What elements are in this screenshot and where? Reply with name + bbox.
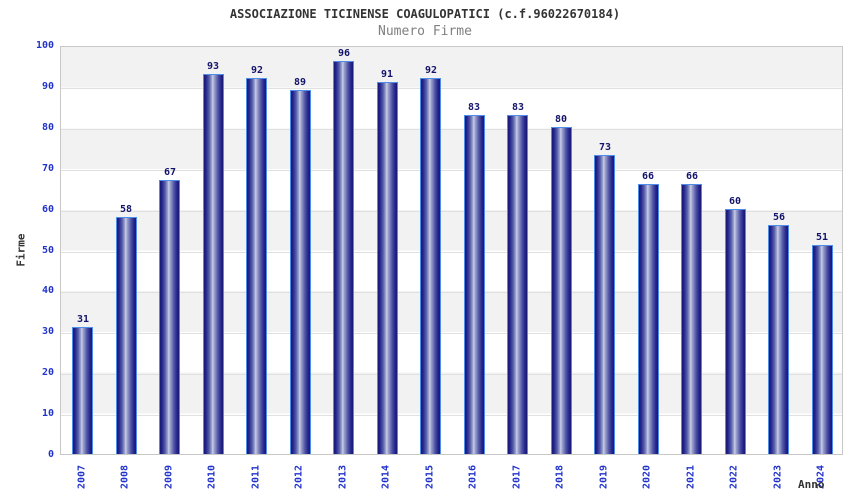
bar-value-label: 96 [337, 48, 351, 59]
x-tick-label: 2016 [467, 464, 479, 490]
x-tick-label: 2014 [380, 464, 392, 490]
gridline [61, 169, 842, 171]
chart-title: ASSOCIAZIONE TICINENSE COAGULOPATICI (c.… [229, 7, 621, 21]
bar-value-label: 80 [554, 114, 568, 125]
y-tick-label: 0 [47, 449, 54, 460]
gridline [61, 333, 842, 335]
x-tick-label: 2021 [685, 464, 697, 490]
x-tick-label: 2019 [598, 464, 610, 490]
y-tick-label: 70 [41, 163, 54, 174]
bar-2007 [72, 327, 93, 454]
x-tick-label: 2011 [250, 464, 262, 490]
bar-2013 [333, 61, 354, 454]
bar-value-label: 89 [293, 77, 307, 88]
x-tick-label: 2012 [293, 464, 305, 490]
gridline [61, 128, 842, 130]
bar-2021 [681, 184, 702, 454]
bar-value-label: 91 [380, 69, 394, 80]
bar-2012 [290, 90, 311, 454]
bar-2016 [464, 115, 485, 454]
x-tick-label: 2013 [337, 464, 349, 490]
bar-2020 [638, 184, 659, 454]
bar-2022 [725, 209, 746, 454]
bar-2023 [768, 225, 789, 454]
plot-area: 31 58 67 93 92 89 96 91 92 83 83 80 73 66 66 60 56 51 [60, 46, 843, 455]
bar-value-label: 58 [119, 204, 133, 215]
gridline [61, 292, 842, 294]
gridline [61, 374, 842, 376]
x-tick-label: 2023 [772, 464, 784, 490]
x-tick-label: 2007 [76, 464, 88, 490]
y-tick-label: 60 [41, 204, 54, 215]
x-tick-label: 2008 [119, 464, 131, 490]
x-tick-label: 2020 [641, 464, 653, 490]
gridline [61, 87, 842, 89]
bar-value-label: 56 [772, 212, 786, 223]
gridline [61, 251, 842, 253]
bar-2008 [116, 217, 137, 454]
bar-2024 [812, 245, 833, 454]
y-tick-label: 40 [41, 285, 54, 296]
y-tick-label: 80 [41, 122, 54, 133]
bar-value-label: 73 [598, 142, 612, 153]
bar-value-label: 93 [206, 61, 220, 72]
y-tick-label: 90 [41, 81, 54, 92]
bar-value-label: 67 [163, 167, 177, 178]
y-tick-label: 30 [41, 326, 54, 337]
bar-value-label: 51 [815, 232, 829, 243]
y-tick-label: 100 [35, 40, 54, 51]
x-axis-title: Anno [798, 478, 825, 491]
chart-subtitle: Numero Firme [378, 24, 472, 39]
bar-value-label: 66 [641, 171, 655, 182]
x-tick-label: 2022 [728, 464, 740, 490]
bar-value-label: 66 [685, 171, 699, 182]
bar-2017 [507, 115, 528, 454]
bar-2011 [246, 78, 267, 454]
bar-value-label: 83 [511, 102, 525, 113]
bar-2018 [551, 127, 572, 454]
x-tick-label: 2015 [424, 464, 436, 490]
x-tick-label: 2010 [206, 464, 218, 490]
bar-value-label: 92 [424, 65, 438, 76]
gridline [61, 415, 842, 417]
y-tick-label: 10 [41, 408, 54, 419]
bar-value-label: 83 [467, 102, 481, 113]
bar-2015 [420, 78, 441, 454]
bar-value-label: 60 [728, 196, 742, 207]
bar-2019 [594, 155, 615, 454]
bar-value-label: 31 [76, 314, 90, 325]
bar-value-label: 92 [250, 65, 264, 76]
bar-2010 [203, 74, 224, 454]
x-tick-label: 2018 [554, 464, 566, 490]
x-tick-label: 2017 [511, 464, 523, 490]
bar-2009 [159, 180, 180, 454]
y-tick-label: 50 [41, 245, 54, 256]
y-tick-label: 20 [41, 367, 54, 378]
bar-2014 [377, 82, 398, 454]
x-tick-label: 2009 [163, 464, 175, 490]
gridline [61, 210, 842, 212]
